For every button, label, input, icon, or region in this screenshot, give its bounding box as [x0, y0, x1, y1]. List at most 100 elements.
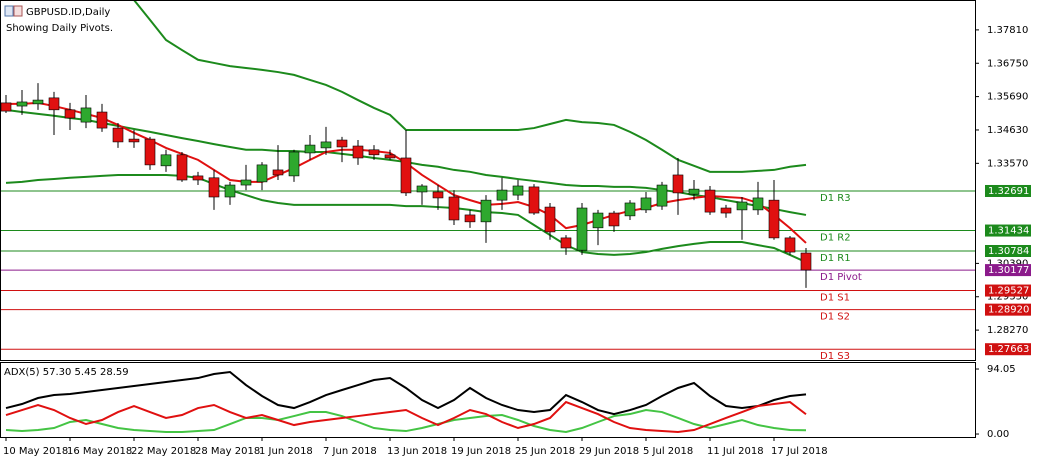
candle-body — [560, 237, 572, 249]
candle-body — [752, 197, 764, 211]
candle-body — [400, 157, 412, 194]
candle-body — [1, 102, 12, 112]
y-tick-label: 1.35690 — [987, 92, 1028, 103]
candle-body — [208, 177, 220, 198]
x-tick-label: 7 Jun 2018 — [323, 446, 377, 457]
x-tick-label: 16 May 2018 — [67, 446, 132, 457]
pivot-label: D1 R1 — [820, 253, 851, 264]
x-tick-label: 29 Jun 2018 — [579, 446, 639, 457]
candle-body — [496, 189, 508, 201]
candle-body — [368, 149, 380, 156]
candle-body — [672, 174, 684, 194]
pivot-label: D1 S2 — [820, 312, 850, 323]
indicator-line — [5, 370, 807, 416]
price-box — [985, 303, 1031, 316]
price-box-label: 1.29527 — [988, 286, 1029, 297]
y-tick-label: 1.37810 — [987, 25, 1028, 36]
chart-title: GBPUSD.ID,Daily — [26, 7, 110, 18]
indicator-plot — [5, 370, 807, 434]
price-box — [985, 284, 1031, 297]
candle-body — [16, 101, 28, 107]
symbol-icon — [4, 5, 23, 17]
overlay-line — [133, 1, 807, 173]
candle-body — [448, 196, 460, 221]
pivot-label: D1 Pivot — [820, 272, 862, 283]
y-tick-label: 0.00 — [987, 429, 1009, 440]
x-tick-label: 11 Jul 2018 — [707, 446, 764, 457]
candle-body — [352, 145, 364, 159]
candle-body — [512, 185, 524, 196]
price-box — [985, 224, 1031, 237]
price-box — [985, 264, 1031, 277]
y-tick-label: 1.36750 — [987, 58, 1028, 69]
candle-body — [96, 111, 108, 129]
candle-body — [32, 99, 44, 105]
price-box-label: 1.30784 — [988, 246, 1029, 257]
candle-body — [64, 109, 76, 119]
y-tick-label: 1.30390 — [987, 258, 1028, 269]
candle-body — [240, 179, 252, 186]
candle-body — [592, 212, 604, 229]
candle-body — [384, 154, 396, 159]
candle-body — [304, 144, 316, 154]
candle-body — [272, 169, 284, 176]
candle-body — [112, 127, 124, 143]
x-tick-label: 25 Jun 2018 — [515, 446, 575, 457]
x-tick-label: 17 Jul 2018 — [771, 446, 828, 457]
overlay-line — [5, 173, 807, 264]
pivot-label: D1 S3 — [820, 351, 850, 362]
main-plot: D1 R3 D1 R2 D1 R1 D1 Pivot D1 S1 D1 S2 D1 S3 — [1, 1, 975, 362]
candle-body — [800, 252, 812, 271]
main-panel-frame — [0, 0, 976, 361]
y-tick-label: 94.05 — [987, 364, 1016, 375]
candle-body — [464, 214, 476, 223]
pivot-label: D1 R3 — [820, 193, 851, 204]
candle-body — [48, 97, 60, 111]
candle-body — [544, 206, 556, 233]
candle-body — [656, 184, 668, 207]
axes: 1.37810 1.36750 1.35690 1.34630 1.33570 1.303… — [3, 25, 1031, 457]
sub-panel-frame — [0, 362, 976, 438]
candle-body — [432, 191, 444, 199]
indicator-line — [5, 409, 807, 434]
price-box-label: 1.30177 — [988, 265, 1029, 276]
x-tick-label: 5 Jul 2018 — [643, 446, 693, 457]
price-box — [985, 244, 1031, 257]
candle-body — [704, 189, 716, 213]
candle-body — [160, 154, 172, 167]
x-tick-label: 28 May 2018 — [195, 446, 260, 457]
x-tick-label: 10 May 2018 — [3, 446, 68, 457]
candle-body — [640, 197, 652, 211]
candle-body — [128, 138, 140, 143]
candle-body — [224, 184, 236, 198]
price-box-label: 1.32691 — [988, 186, 1029, 197]
x-tick-label: 22 May 2018 — [131, 446, 196, 457]
candle-body — [784, 237, 796, 253]
candle-body — [320, 141, 332, 149]
candle-body — [192, 175, 204, 181]
candle-body — [688, 188, 700, 195]
candle-body — [80, 107, 92, 123]
indicator-line — [5, 400, 807, 434]
candle-body — [736, 201, 748, 211]
candle-body — [416, 185, 428, 193]
price-box-label: 1.27663 — [988, 344, 1029, 355]
y-tick-label: 1.34630 — [987, 125, 1028, 136]
candle-body — [624, 202, 636, 217]
candle-body — [480, 199, 492, 223]
y-tick-label: 1.33570 — [987, 158, 1028, 169]
pivot-label: D1 S1 — [820, 293, 850, 304]
price-box-label: 1.28920 — [988, 305, 1029, 316]
candle-body — [256, 164, 268, 183]
candle-body — [176, 154, 188, 181]
y-tick-label: 1.28270 — [987, 325, 1028, 336]
price-box-label: 1.31434 — [988, 226, 1029, 237]
candle-body — [608, 212, 620, 227]
x-tick-label: 19 Jun 2018 — [451, 446, 511, 457]
candle-body — [768, 199, 780, 239]
price-box — [985, 184, 1031, 197]
pivot-label: D1 R2 — [820, 233, 851, 244]
candle-body — [720, 207, 732, 214]
